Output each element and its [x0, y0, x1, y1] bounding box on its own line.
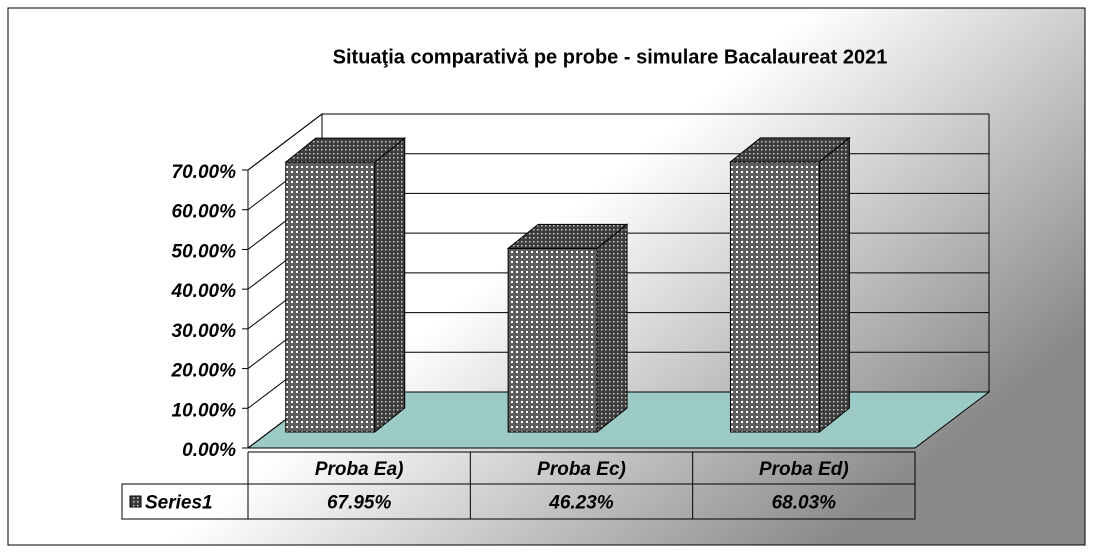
y-tick-label: 40.00%	[171, 281, 237, 302]
bar-side	[374, 137, 406, 434]
bar	[284, 137, 407, 434]
x-tick-label: Proba Ec)	[537, 459, 626, 480]
y-tick-label: 30.00%	[172, 321, 237, 342]
grid-line	[247, 113, 989, 171]
legend-key	[129, 495, 142, 508]
bar	[506, 223, 629, 434]
chart-title: Situaţia comparativă pe probe - simulare…	[333, 46, 888, 68]
bar-side	[818, 136, 850, 434]
legend-label: Series1	[145, 493, 213, 514]
data-label: 46.23%	[548, 493, 614, 514]
bar-front	[507, 247, 598, 433]
y-tick-label: 0.00%	[182, 440, 236, 461]
y-tick-label: 20.00%	[171, 361, 237, 382]
bar-top	[284, 137, 407, 163]
data-label: 68.03%	[772, 493, 837, 514]
x-tick-label: Proba Ea)	[315, 459, 404, 480]
bar-front	[729, 161, 820, 433]
y-tick-label: 60.00%	[172, 202, 237, 223]
x-tick-label: Proba Ed)	[759, 459, 849, 480]
bar	[729, 136, 851, 434]
bar-side	[596, 223, 628, 434]
y-tick-label: 10.00%	[172, 400, 237, 421]
bar-front	[285, 161, 376, 433]
y-tick-label: 50.00%	[172, 241, 237, 262]
bar-top	[729, 137, 851, 163]
bar-top	[506, 223, 629, 249]
y-tick-label: 70.00%	[172, 162, 237, 183]
data-label: 67.95%	[327, 493, 392, 514]
table-border	[121, 451, 916, 520]
